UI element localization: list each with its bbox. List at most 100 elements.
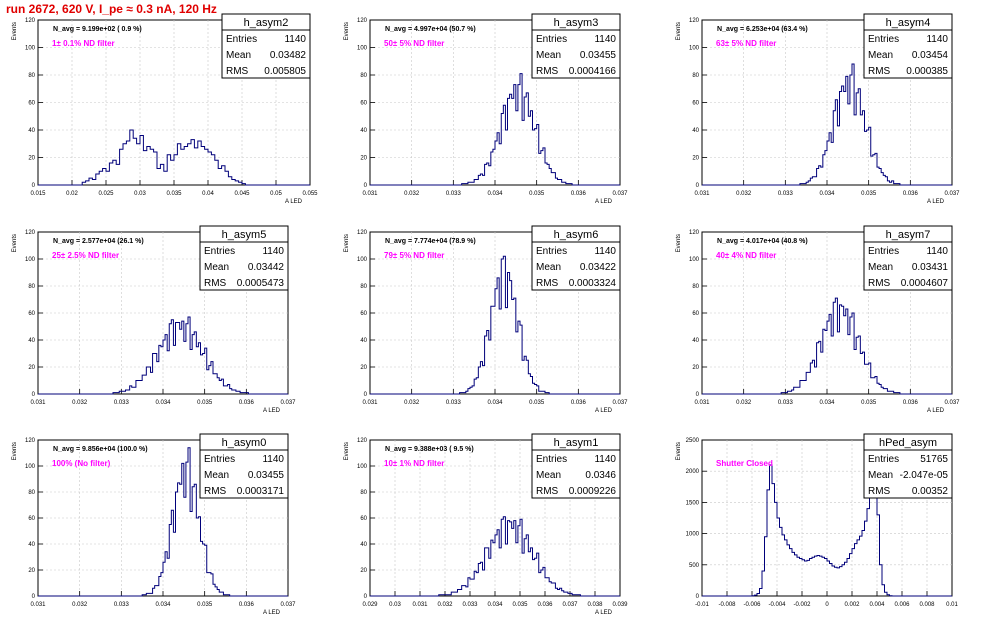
x-tick-label: 0.031 [30, 602, 46, 608]
x-tick-label: 0.036 [903, 400, 919, 406]
stats-value: 0.000385 [906, 66, 948, 77]
filter-annotation: 79± 5% ND filter [384, 251, 444, 260]
stats-box [199, 241, 289, 291]
stats-label: Entries [536, 246, 567, 257]
x-tick-label: -0.004 [768, 602, 786, 608]
x-tick-label: 0.029 [362, 602, 378, 608]
y-tick-label: 80 [28, 73, 35, 79]
x-tick-label: 0.031 [30, 400, 46, 406]
y-tick-label: 80 [28, 490, 35, 496]
x-tick-label: 0.034 [155, 400, 171, 406]
stats-box [863, 449, 953, 499]
y-tick-label: 80 [692, 73, 699, 79]
x-tick-label: 0.032 [404, 400, 420, 406]
y-tick-label: 20 [360, 156, 367, 162]
x-tick-label: 0.036 [239, 602, 255, 608]
y-tick-label: 60 [360, 101, 367, 107]
stats-title: h_asym2 [244, 17, 289, 29]
y-tick-label: 20 [28, 568, 35, 574]
y-tick-label: 120 [357, 438, 368, 444]
x-tick-label: 0.036 [903, 191, 919, 197]
histogram-panel-h_asym6: 0.031 0.032 0.033 0.034 0.035 0.036 0.037 0 20 40… [344, 225, 628, 414]
stats-label: Mean [868, 470, 893, 481]
x-tick-label: 0.039 [612, 602, 628, 608]
filter-annotation: Shutter Closed [716, 459, 773, 468]
x-tick-label: -0.002 [793, 602, 811, 608]
x-axis-label: A LED [285, 199, 303, 205]
navg-label: N_avg = 4.997e+04 (50.7 %) [385, 26, 476, 33]
histogram-line [702, 297, 952, 395]
y-tick-label: 40 [28, 338, 35, 344]
x-tick-label: 0.032 [72, 400, 88, 406]
y-tick-label: 20 [28, 365, 35, 371]
stats-title: hPed_asym [879, 437, 937, 449]
filter-annotation: 25± 2.5% ND filter [52, 251, 119, 260]
histogram-panel-h_asym7: 0.031 0.032 0.033 0.034 0.035 0.036 0.037 0 20 40… [676, 225, 960, 414]
stats-value: 0.0003171 [237, 486, 285, 497]
y-tick-label: 60 [28, 101, 35, 107]
stats-box [199, 449, 289, 499]
y-tick-label: 120 [357, 18, 368, 24]
y-tick-label: 100 [689, 46, 700, 52]
histogram-panel-h_asym3: 0.031 0.032 0.033 0.034 0.035 0.036 0.037 0 20 40… [344, 13, 628, 205]
x-tick-label: 0.037 [562, 602, 578, 608]
histogram-panel-h_asym4: 0.031 0.032 0.033 0.034 0.035 0.036 0.037 0 20 40… [676, 13, 960, 205]
y-tick-label: 1500 [686, 500, 700, 506]
y-tick-label: 20 [692, 156, 699, 162]
y-tick-label: 80 [28, 284, 35, 290]
y-tick-label: 2500 [686, 438, 700, 444]
stats-label: Mean [204, 470, 229, 481]
stats-box [221, 29, 311, 79]
filter-annotation: 1± 0.1% ND filter [52, 39, 115, 48]
stats-box [531, 241, 621, 291]
y-tick-label: 80 [360, 490, 367, 496]
y-tick-label: 40 [692, 128, 699, 134]
stats-value: 0.03422 [580, 262, 617, 273]
stats-label: Entries [536, 34, 567, 45]
stats-title: h_asym3 [554, 17, 599, 29]
stats-box [531, 449, 621, 499]
x-tick-label: 0.032 [404, 191, 420, 197]
x-tick-label: 0.033 [114, 400, 130, 406]
stats-label: Mean [868, 50, 893, 61]
stats-value: 0.005805 [264, 66, 306, 77]
stats-label: Mean [536, 262, 561, 273]
x-tick-label: 0.031 [362, 400, 378, 406]
stats-value: 0.03442 [248, 262, 285, 273]
y-tick-label: 100 [357, 46, 368, 52]
y-axis-label: Events [12, 22, 18, 40]
y-tick-label: 40 [360, 542, 367, 548]
y-tick-label: 60 [692, 311, 699, 317]
navg-label: N_avg = 7.774e+04 (78.9 %) [385, 238, 476, 245]
y-axis-label: Events [12, 234, 18, 252]
x-axis-label: A LED [595, 610, 613, 616]
stats-value: 0.00352 [912, 486, 949, 497]
y-axis-label: Events [676, 22, 682, 40]
y-tick-label: 20 [360, 568, 367, 574]
x-tick-label: 0.032 [736, 191, 752, 197]
y-axis-label: Events [344, 442, 350, 460]
y-tick-label: 120 [689, 18, 700, 24]
y-tick-label: 0 [32, 594, 36, 600]
stats-value: 51765 [920, 454, 948, 465]
y-tick-label: 0 [32, 392, 36, 398]
x-tick-label: 0.033 [778, 191, 794, 197]
x-tick-label: 0.031 [362, 191, 378, 197]
stats-value: 0.03455 [580, 50, 617, 61]
stats-value: 1140 [926, 34, 948, 45]
stats-label: Entries [204, 454, 235, 465]
y-tick-label: 60 [692, 101, 699, 107]
x-axis-label: A LED [595, 408, 613, 414]
x-tick-label: 0.033 [446, 191, 462, 197]
histogram-line [38, 447, 288, 597]
y-tick-label: 60 [28, 516, 35, 522]
x-tick-label: 0.032 [736, 400, 752, 406]
y-tick-label: 120 [25, 230, 36, 236]
x-tick-label: 0.035 [861, 400, 877, 406]
x-tick-label: 0.034 [819, 191, 835, 197]
filter-annotation: 100% (No filter) [52, 459, 111, 468]
y-tick-label: 0 [364, 183, 368, 189]
stats-value: 1140 [262, 246, 284, 257]
x-tick-label: 0.034 [819, 400, 835, 406]
stats-value: 0.03431 [912, 262, 949, 273]
